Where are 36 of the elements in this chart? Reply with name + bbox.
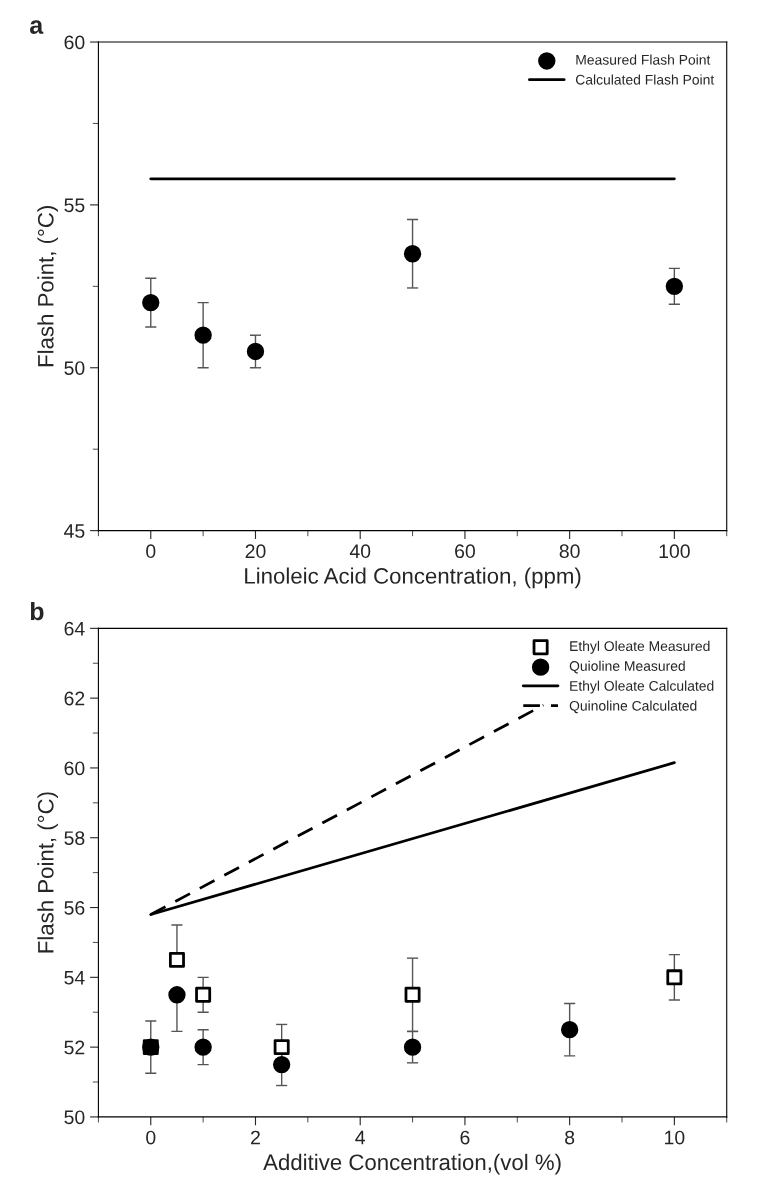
y-tick-label: 56: [64, 901, 85, 915]
y-tick-label: 50: [64, 1110, 85, 1125]
y-tick-label: 60: [64, 35, 85, 50]
x-axis-title: Linoleic Acid Concentration, (ppm): [245, 567, 581, 589]
legend-label: Ethyl Oleate Calculated: [570, 680, 714, 694]
x-tick-label: 40: [349, 544, 371, 559]
x-tick-label: 0: [146, 544, 156, 559]
chart-title: a: [30, 20, 44, 34]
x-tick-label: 8: [565, 1130, 575, 1145]
x-tick-label: 0: [146, 1130, 156, 1145]
y-tick-label: 60: [64, 761, 85, 776]
y-axis-title: Flash Point, (°C): [37, 792, 59, 953]
legend-label: Calculated Flash Point: [575, 74, 715, 85]
y-tick-label: 52: [64, 1040, 85, 1055]
x-tick-label: 6: [460, 1130, 470, 1145]
y-tick-label: 54: [64, 971, 85, 985]
legend-label: Ethyl Oleate Measured: [570, 640, 710, 654]
y-tick-label: 58: [64, 831, 85, 845]
chart-title: b: [30, 601, 44, 621]
y-axis-title: Flash Point, (°C): [37, 206, 59, 367]
y-tick-label: 45: [64, 524, 85, 538]
legend-label: Quioline Measured: [569, 660, 685, 674]
x-axis-title: Additive Concentration,(vol %): [263, 1153, 561, 1175]
x-tick-label: 20: [245, 544, 266, 559]
x-tick-label: 10: [665, 1130, 685, 1145]
x-tick-label: 100: [659, 544, 690, 559]
x-tick-label: 2: [251, 1130, 260, 1145]
legend-label: Measured Flash Point: [576, 54, 711, 65]
y-tick-label: 62: [64, 691, 85, 706]
y-tick-label: 50: [64, 361, 85, 375]
x-tick-label: 80: [559, 544, 580, 559]
x-tick-label: 60: [455, 544, 475, 559]
y-tick-label: 55: [64, 198, 85, 213]
y-tick-label: 64: [64, 621, 85, 636]
legend-label: Quinoline Calculated: [569, 700, 697, 714]
x-tick-label: 4: [355, 1130, 366, 1145]
